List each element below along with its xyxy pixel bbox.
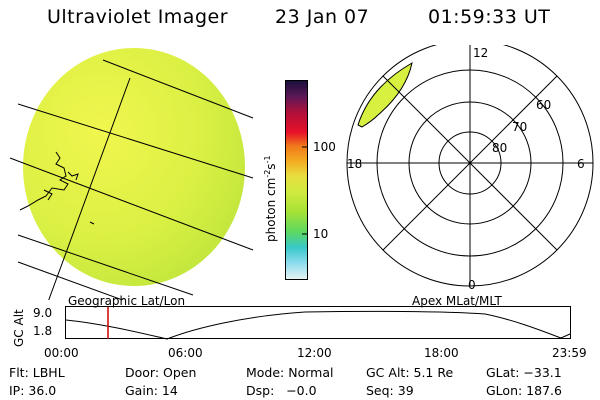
auroral-oval-fragment [357, 62, 413, 128]
ip-info: IP: 36.0 [9, 383, 57, 398]
geographic-panel-label: Geographic Lat/Lon [68, 294, 186, 308]
dsp-info: Dsp: −0.0 [246, 383, 317, 398]
x-tick-2359: 23:59 [552, 346, 587, 360]
x-tick-0600: 06:00 [168, 346, 203, 360]
mlt-label-6: 6 [577, 157, 585, 171]
mlat-label-70: 70 [512, 120, 528, 134]
colorbar [285, 80, 308, 280]
mlt-label-12: 12 [473, 46, 489, 60]
observation-time: 01:59:33 UT [428, 6, 551, 28]
mlt-label-18: 18 [347, 157, 363, 171]
polar-grid [346, 45, 594, 287]
filter-info: Flt: LBHL [9, 365, 65, 380]
gc-alt-info: GC Alt: 5.1 Re [366, 365, 454, 380]
colorbar-units-label: photon cm-2s-1 [263, 155, 278, 242]
mlat-label-80: 80 [492, 141, 508, 155]
apex-polar-plot [346, 45, 594, 287]
geographic-image-panel [9, 48, 254, 300]
earth-disk [23, 48, 245, 286]
mlt-label-0: 0 [468, 278, 476, 292]
mode-info: Mode: Normal [246, 365, 334, 380]
altitude-ylabel: GC Alt [12, 309, 26, 347]
coastline [19, 151, 95, 225]
altitude-ymax: 9.0 [33, 306, 53, 320]
gain-info: Gain: 14 [125, 383, 178, 398]
door-info: Door: Open [125, 365, 197, 380]
instrument-title: Ultraviolet Imager [47, 6, 229, 28]
colorbar-tick-10: 10 [313, 227, 329, 241]
altitude-ymin: 1.8 [33, 324, 53, 338]
apex-panel-label: Apex MLat/MLT [412, 294, 502, 308]
altitude-curve [65, 310, 571, 340]
observation-date: 23 Jan 07 [275, 6, 370, 28]
seq-info: Seq: 39 [366, 383, 414, 398]
mlat-label-60: 60 [536, 98, 552, 112]
glat-info: GLat: −33.1 [486, 365, 562, 380]
glon-info: GLon: 187.6 [486, 383, 562, 398]
x-tick-1800: 18:00 [424, 346, 459, 360]
geo-grid-lines [9, 59, 254, 300]
x-tick-1200: 12:00 [297, 346, 332, 360]
x-tick-0000: 00:00 [44, 346, 79, 360]
colorbar-tick-100: 100 [313, 140, 336, 154]
altitude-plot [65, 306, 571, 340]
